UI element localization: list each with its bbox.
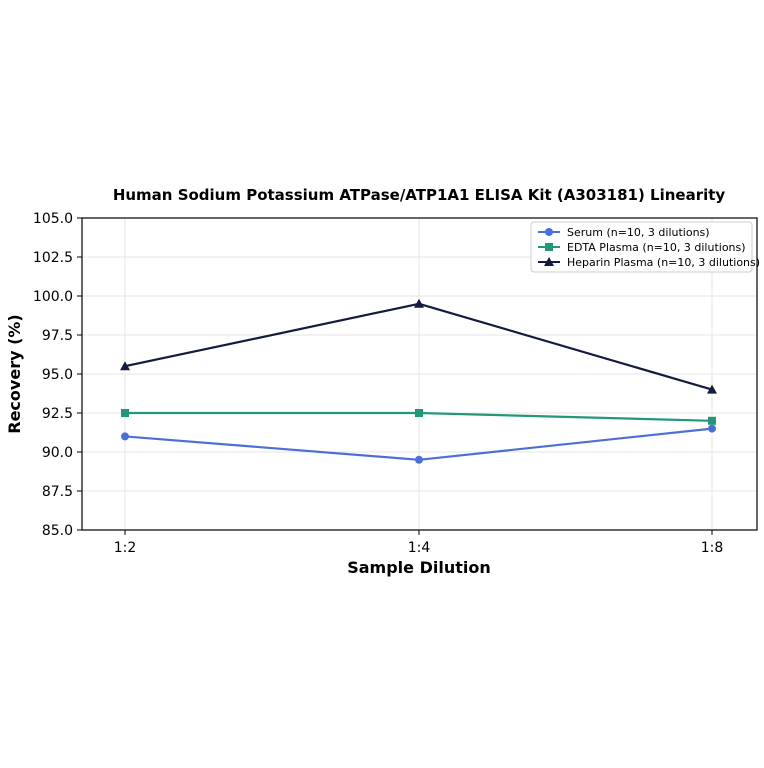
y-tick-label: 97.5 [42, 328, 73, 344]
legend-marker [544, 257, 554, 266]
legend-entry-label: Heparin Plasma (n=10, 3 dilutions) [567, 256, 760, 269]
legend-marker [545, 228, 553, 236]
plot-series [120, 298, 717, 464]
data-point-square [415, 409, 423, 417]
x-tick-label: 1:4 [408, 540, 431, 556]
data-point-circle [121, 432, 129, 441]
y-tick-label: 105.0 [33, 211, 73, 227]
y-tick-label: 102.5 [33, 250, 73, 266]
data-point-triangle [707, 384, 717, 394]
y-tick-label: 95.0 [42, 367, 73, 383]
chart-title: Human Sodium Potassium ATPase/ATP1A1 ELI… [113, 186, 726, 204]
data-point-triangle [414, 298, 424, 308]
legend-box [530, 221, 753, 273]
x-tick-label: 1:2 [114, 540, 137, 556]
data-point-square [121, 409, 129, 417]
data-point-circle [708, 424, 716, 433]
y-tick-label: 90.0 [42, 445, 73, 461]
x-axis-label: Sample Dilution [347, 558, 491, 577]
legend-entry-label: Serum (n=10, 3 dilutions) [567, 226, 710, 239]
legend-entry-label: EDTA Plasma (n=10, 3 dilutions) [567, 241, 746, 254]
data-point-square [708, 416, 716, 425]
y-axis-ticks: 85.0 87.5 90.0 92.5 95.0 97.5 100.0 102.5 105.0 [33, 211, 82, 539]
y-tick-label: 85.0 [42, 523, 73, 539]
legend: Serum (n=10, 3 dilutions) EDTA Plasma (n=… [530, 221, 760, 273]
legend-marker [545, 243, 553, 251]
x-tick-label: 1:8 [701, 540, 724, 556]
x-axis-ticks: 1:2 1:4 1:8 [114, 530, 724, 556]
data-point-triangle [120, 361, 130, 371]
y-axis-label: Recovery (%) [5, 314, 24, 433]
data-point-circle [415, 455, 423, 464]
y-tick-label: 92.5 [42, 406, 73, 422]
y-tick-label: 100.0 [33, 289, 73, 305]
y-tick-label: 87.5 [42, 484, 73, 500]
